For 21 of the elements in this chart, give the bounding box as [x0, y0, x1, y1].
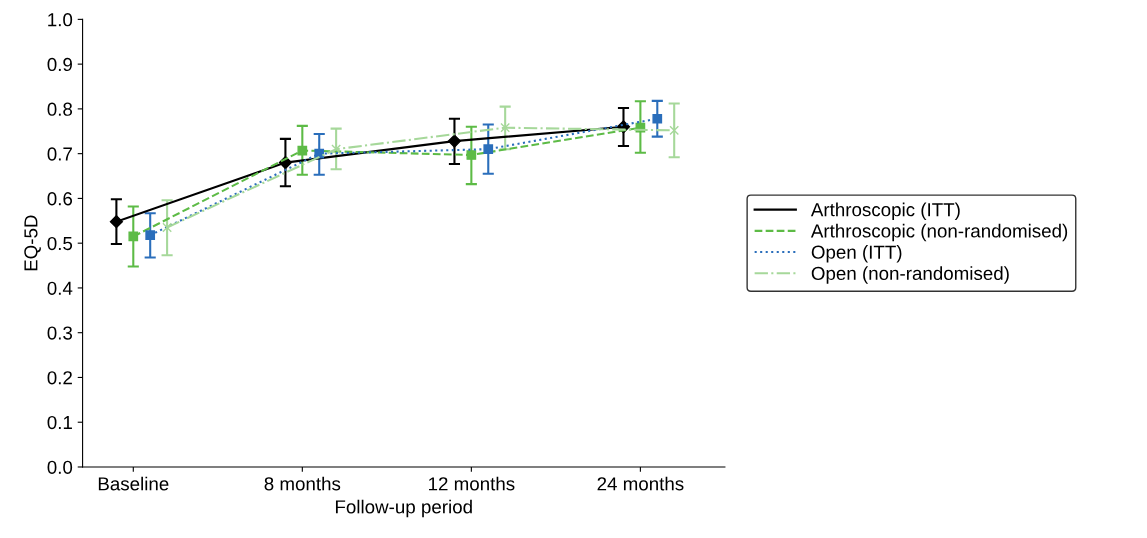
y-tick-label: 0.4: [47, 281, 73, 295]
x-axis-title: Follow-up period: [335, 499, 472, 518]
y-tick-label: 0.9: [47, 57, 72, 72]
y-axis-title: EQ-5D: [24, 215, 41, 271]
y-tick-label: 0.6: [47, 192, 73, 206]
y-tick-label: 0.3: [47, 326, 73, 340]
y-tick-label: 0.8: [47, 102, 73, 116]
y-tick-label: 1.0: [48, 13, 73, 27]
legend-label: Arthroscopic (non-randomised): [810, 223, 1068, 242]
x-tick-label: 12 months: [429, 476, 515, 491]
y-tick-label: 0.1: [47, 415, 72, 430]
legend-label: Open (non-randomised): [811, 266, 1009, 284]
legend-label: Open (ITT): [811, 245, 902, 263]
y-tick-label: 0.7: [47, 147, 72, 161]
y-tick-label: 0.2: [47, 371, 72, 385]
y-tick-label: 0.5: [47, 236, 73, 251]
y-tick-label: 0.0: [47, 460, 73, 474]
x-tick-label: Baseline: [98, 476, 169, 491]
x-tick-label: 24 months: [597, 476, 684, 491]
legend-label: Arthroscopic (ITT): [810, 202, 960, 221]
x-tick-label: 8 months: [264, 476, 341, 491]
